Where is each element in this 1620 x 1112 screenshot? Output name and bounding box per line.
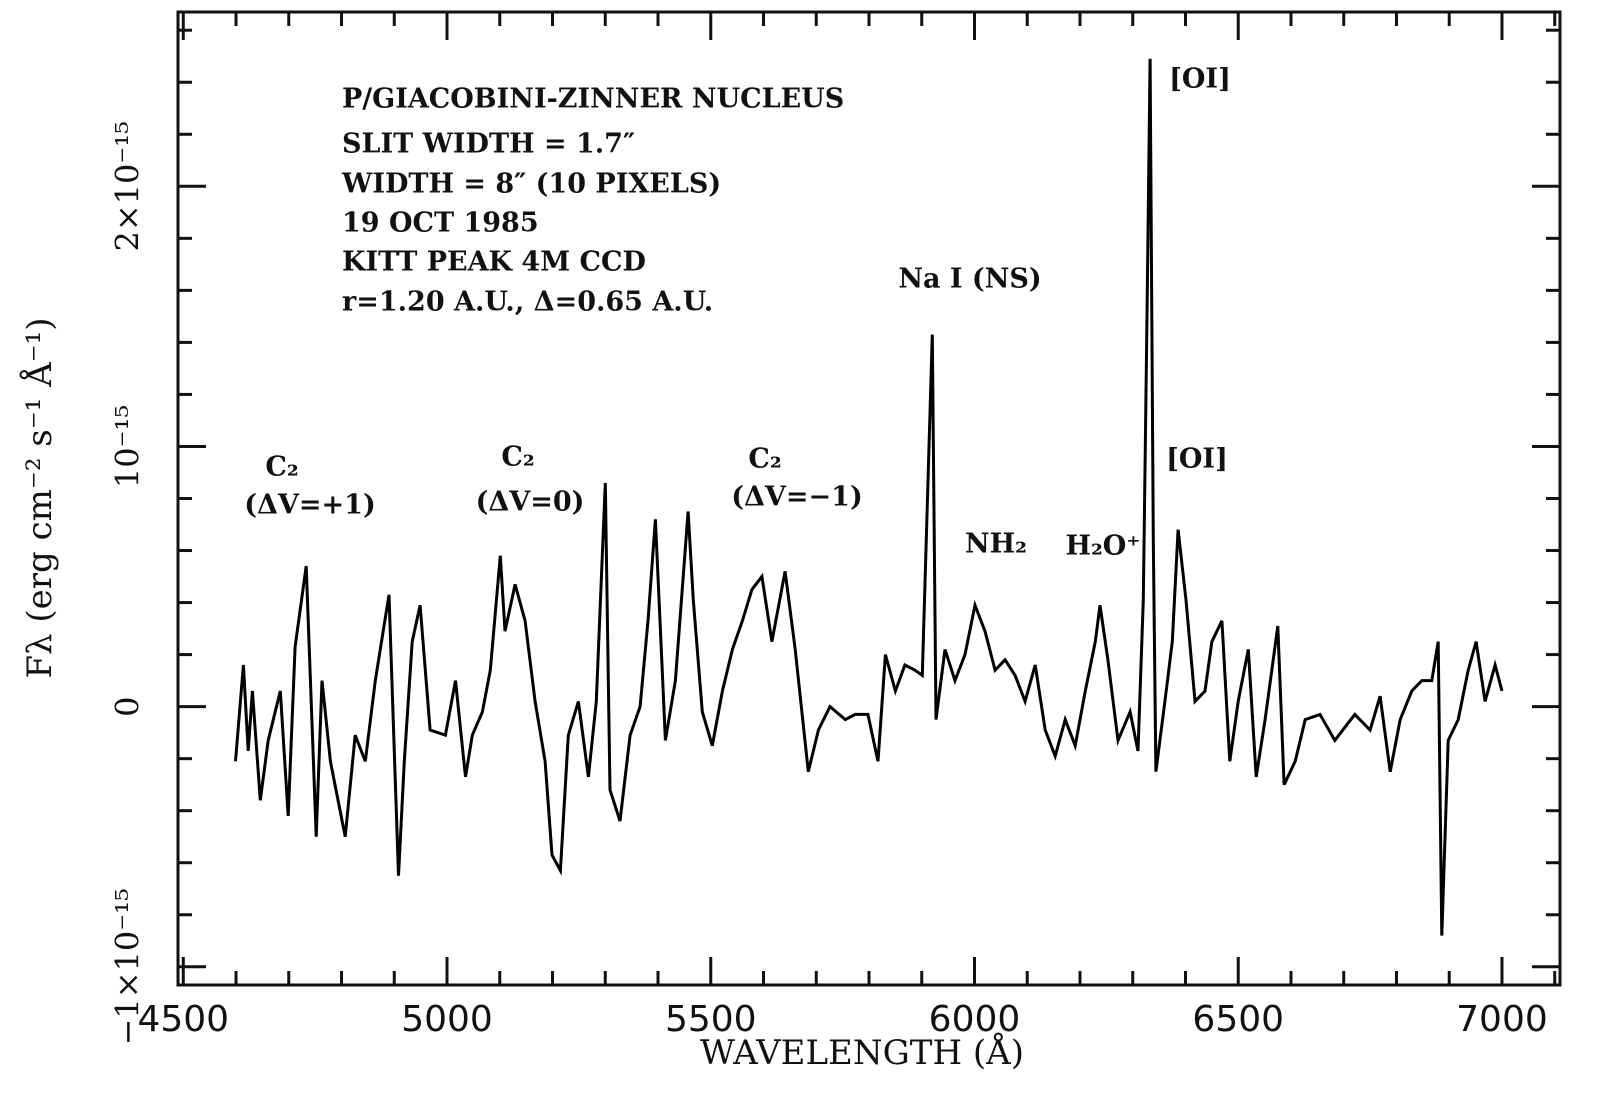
- x-tick-label: 5500: [665, 999, 757, 1040]
- y-axis-label: Fλ (erg cm⁻² s⁻¹ Å⁻¹): [19, 317, 60, 678]
- line-label: Na I (NS): [898, 264, 1041, 295]
- x-tick-label: 6500: [1192, 999, 1284, 1040]
- line-label: [OI]: [1169, 64, 1231, 95]
- note-line: P/GIACOBINI-ZINNER NUCLEUS: [342, 84, 844, 115]
- note-line: KITT PEAK 4M CCD: [342, 247, 646, 278]
- note-line: SLIT WIDTH = 1.7″: [342, 129, 635, 160]
- x-tick-label: 4500: [137, 999, 229, 1040]
- y-tick-label: −1×10⁻¹⁵: [109, 888, 147, 1045]
- x-tick-label: 5000: [401, 999, 493, 1040]
- x-tick-label: 7000: [1456, 999, 1548, 1040]
- note-line: WIDTH = 8″ (10 PIXELS): [341, 169, 721, 200]
- line-label: (ΔV=+1): [244, 490, 375, 521]
- spectrum-line: [234, 58, 1504, 936]
- line-label: C₂: [748, 444, 781, 475]
- line-label: [OI]: [1166, 444, 1228, 475]
- y-tick-label: 2×10⁻¹⁵: [109, 121, 147, 251]
- note-line: 19 OCT 1985: [342, 208, 539, 239]
- line-label: (ΔV=0): [476, 487, 585, 518]
- x-axis-label: WAVELENGTH (Å): [700, 1032, 1024, 1073]
- y-tick-label: 10⁻¹⁵: [109, 405, 147, 488]
- line-label: C₂: [501, 442, 534, 473]
- y-tick-label: 0: [109, 696, 147, 716]
- x-tick-label: 6000: [929, 999, 1021, 1040]
- note-line: r=1.20 A.U., Δ=0.65 A.U.: [342, 287, 713, 318]
- line-label: H₂O⁺: [1065, 531, 1140, 562]
- line-label: NH₂: [965, 529, 1027, 560]
- line-label: C₂: [265, 452, 298, 483]
- line-label: (ΔV=−1): [731, 482, 862, 513]
